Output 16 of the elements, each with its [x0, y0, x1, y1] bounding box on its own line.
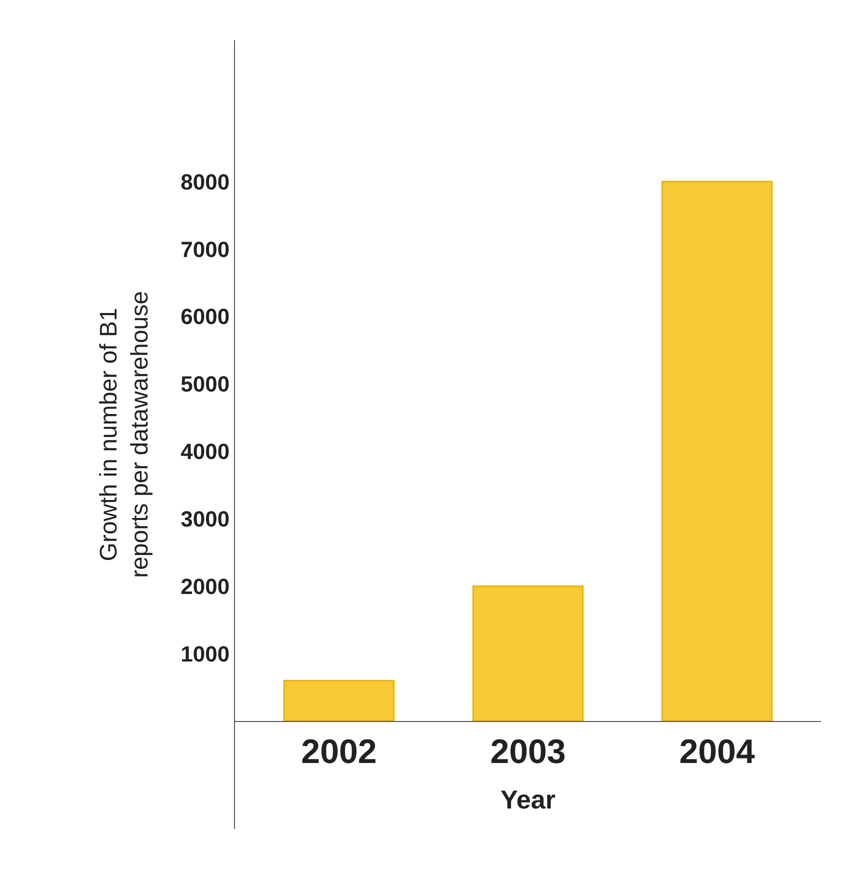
- x-axis-title: Year: [500, 784, 556, 815]
- y-tick-label: 6000: [180, 304, 230, 330]
- y-tick-label: 1000: [180, 641, 230, 666]
- x-tick-label: 2002: [301, 732, 377, 771]
- bar: [283, 680, 395, 722]
- x-tick-label: 2003: [490, 732, 566, 771]
- x-tick-label: 2004: [679, 732, 755, 771]
- y-tick-label: 5000: [180, 372, 230, 397]
- y-axis-title: Growth in number of B1 reports per datawarehouse: [96, 291, 154, 578]
- y-tick-label: 3000: [180, 506, 230, 532]
- y-tick-label: 4000: [180, 439, 230, 464]
- bar: [661, 180, 773, 722]
- y-tick-label: 8000: [180, 169, 230, 194]
- y-tick-label: 2000: [180, 574, 230, 599]
- bar: [472, 585, 584, 722]
- y-tick-label: 7000: [180, 236, 230, 262]
